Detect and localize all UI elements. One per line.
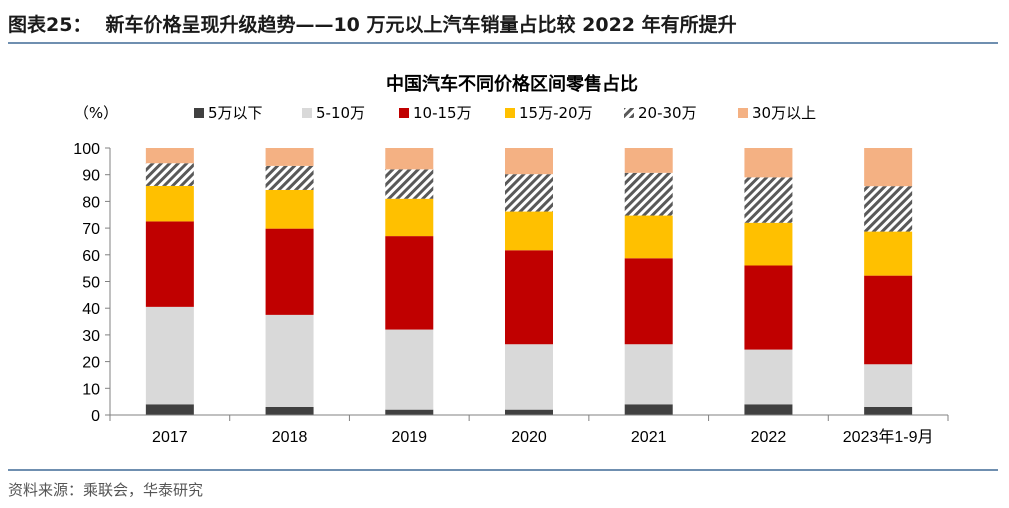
bar-segment — [505, 148, 553, 175]
bar-segment — [864, 364, 913, 407]
bar-segment — [385, 236, 434, 330]
bars-group — [145, 148, 913, 415]
axes-group: 0 10 20 30 40 50 60 70 80 90 100 2017 2018 2019 2020 20… — [73, 141, 949, 446]
figure-label: 图表25： — [8, 14, 92, 36]
x-tick-label: 2017 — [152, 429, 188, 446]
legend-swatch — [194, 108, 204, 118]
bar-segment — [265, 228, 314, 315]
bar-segment — [744, 404, 793, 415]
bar-segment — [744, 349, 793, 405]
legend-label: 5-10万 — [316, 104, 365, 122]
y-tick-label: 40 — [82, 301, 100, 318]
x-tick-label: 2019 — [391, 429, 427, 446]
bar-segment — [505, 174, 553, 212]
x-tick-label: 2020 — [511, 429, 547, 446]
legend-swatch — [399, 108, 409, 118]
y-tick-label: 50 — [82, 275, 100, 292]
bar-segment — [505, 409, 553, 415]
bar-segment — [265, 165, 314, 190]
bar-segment — [744, 265, 793, 350]
bar-segment — [744, 177, 793, 223]
bar-segment — [265, 406, 314, 415]
figure-title-text: 新车价格呈现升级趋势——10 万元以上汽车销量占比较 2022 年有所提升 — [105, 14, 737, 36]
y-tick-label: 60 — [82, 248, 100, 265]
bar-segment — [864, 406, 913, 415]
footer-rule — [8, 469, 998, 471]
y-tick-label: 0 — [91, 408, 100, 425]
bar-segment — [145, 148, 194, 164]
bar-segment — [624, 215, 673, 259]
bar-segment — [624, 344, 673, 405]
bar-segment — [145, 185, 194, 222]
y-tick-label: 70 — [82, 221, 100, 238]
y-tick-label: 80 — [82, 194, 100, 211]
y-tick-label: 10 — [82, 381, 100, 398]
bar-segment — [145, 221, 194, 307]
bar-segment — [265, 314, 314, 407]
bar-segment — [265, 148, 314, 166]
legend-label: 5万以下 — [208, 104, 263, 122]
bar-segment — [505, 250, 553, 345]
x-tick-label: 2023年1-9月 — [843, 428, 934, 446]
legend-swatch — [302, 108, 312, 118]
y-tick-label: 30 — [82, 328, 100, 345]
x-tick-label: 2018 — [272, 429, 308, 446]
bar-segment — [624, 172, 673, 216]
x-tick-label: 2021 — [631, 429, 667, 446]
bar-segment — [385, 329, 434, 410]
bar-segment — [864, 231, 913, 276]
bar-segment — [385, 409, 434, 415]
y-axis-unit-label: （%） — [74, 104, 118, 122]
bar-segment — [864, 186, 913, 232]
chart-title: 中国汽车不同价格区间零售占比 — [386, 73, 638, 95]
bar-segment — [385, 169, 434, 199]
bar-segment — [864, 148, 913, 187]
legend-swatch — [505, 108, 515, 118]
bar-segment — [385, 198, 434, 237]
bar-segment — [864, 275, 913, 365]
y-tick-label: 100 — [73, 141, 100, 158]
bar-segment — [744, 148, 793, 178]
legend-swatch — [738, 108, 748, 118]
bar-segment — [145, 163, 194, 186]
y-tick-label: 90 — [82, 168, 100, 185]
bar-segment — [624, 404, 673, 415]
y-tick-label: 20 — [82, 355, 100, 372]
legend-label: 20-30万 — [638, 104, 697, 122]
bar-segment — [145, 404, 194, 415]
legend-label: 10-15万 — [413, 104, 472, 122]
bar-segment — [624, 148, 673, 173]
header-rule — [8, 42, 998, 44]
bar-segment — [145, 306, 194, 405]
bar-segment — [505, 211, 553, 251]
x-tick-label: 2022 — [751, 429, 787, 446]
bar-segment — [744, 222, 793, 266]
bar-segment — [385, 148, 434, 170]
figure-title: 图表25： 新车价格呈现升级趋势——10 万元以上汽车销量占比较 2022 年有所… — [8, 10, 737, 37]
bar-segment — [505, 344, 553, 410]
legend: 5万以下 5-10万 10-15万 15万-20万 20-30万 30万以上 — [194, 104, 816, 122]
legend-label: 15万-20万 — [519, 104, 593, 122]
legend-label: 30万以上 — [752, 104, 816, 122]
source-note: 资料来源：乘联会，华泰研究 — [8, 481, 204, 499]
legend-swatch — [624, 108, 634, 118]
bar-segment — [624, 258, 673, 345]
bar-segment — [265, 189, 314, 229]
figure-header: 图表25： 新车价格呈现升级趋势——10 万元以上汽车销量占比较 2022 年有所… — [8, 10, 998, 44]
